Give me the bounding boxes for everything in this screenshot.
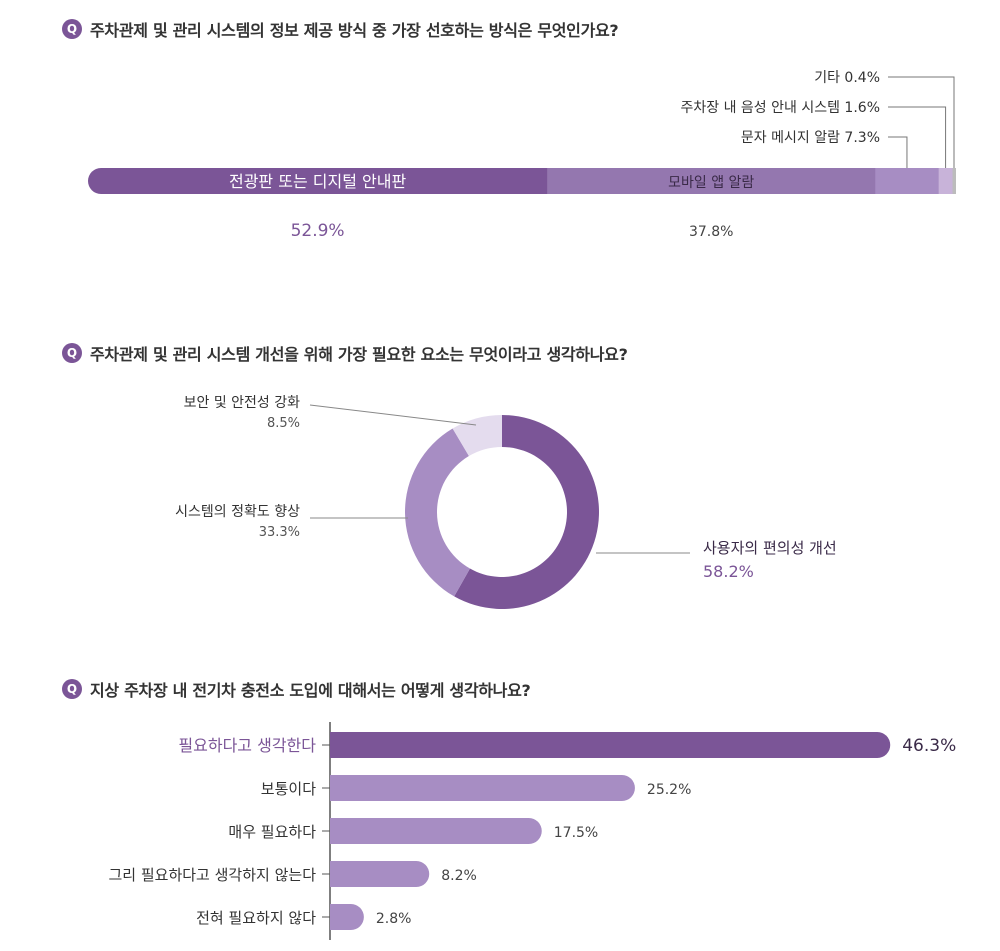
value-label-4: 2.8% bbox=[376, 911, 412, 927]
bar-segment-3 bbox=[938, 168, 954, 194]
question-3-text: 지상 주차장 내 전기차 충전소 도입에 대해서는 어떻게 생각하나요? bbox=[90, 681, 531, 700]
question-2-text: 주차관제 및 관리 시스템 개선을 위해 가장 필요한 요소는 무엇이라고 생각… bbox=[90, 345, 628, 364]
category-label-3: 그리 필요하다고 생각하지 않는다 bbox=[108, 866, 316, 884]
bar-4 bbox=[330, 904, 364, 930]
question-2: Q 주차관제 및 관리 시스템 개선을 위해 가장 필요한 요소는 무엇이라고 … bbox=[62, 340, 628, 366]
bar-2 bbox=[330, 818, 542, 844]
question-1: Q 주차관제 및 관리 시스템의 정보 제공 방식 중 가장 선호하는 방식은 … bbox=[62, 16, 619, 42]
callout-line-2 bbox=[309, 404, 477, 426]
category-label-2: 매우 필요하다 bbox=[228, 823, 316, 841]
slice-value-2: 8.5% bbox=[267, 416, 300, 431]
bar-segment-1 bbox=[547, 168, 876, 194]
slice-label-2: 보안 및 안전성 강화 bbox=[184, 395, 301, 411]
horizontal-bar-chart: 필요하다고 생각한다 46.3% 보통이다 25.2% 매우 필요하다 17.5% 그리 필… bbox=[108, 722, 956, 940]
bar-segment-0 bbox=[88, 168, 548, 194]
question-3: Q 지상 주차장 내 전기차 충전소 도입에 대해서는 어떻게 생각하나요? bbox=[62, 676, 531, 702]
callout-line-3 bbox=[888, 106, 947, 168]
donut-slice-1 bbox=[404, 428, 470, 597]
q-badge-icon: Q bbox=[62, 19, 82, 39]
value-label-1: 25.2% bbox=[647, 782, 691, 798]
slice-value-0: 58.2% bbox=[703, 562, 754, 581]
bar-segment-2 bbox=[875, 168, 940, 194]
question-1-text: 주차관제 및 관리 시스템의 정보 제공 방식 중 가장 선호하는 방식은 무엇… bbox=[90, 21, 619, 40]
donut-slice-2 bbox=[452, 415, 502, 457]
bar-1 bbox=[330, 775, 635, 801]
value-label-2: 17.5% bbox=[554, 825, 598, 841]
donut-chart: 사용자의 편의성 개선 58.2% 시스템의 정확도 향상 33.3% 보안 및 안전성… bbox=[175, 395, 837, 609]
segment-value-1: 37.8% bbox=[689, 224, 733, 240]
callout-line-4 bbox=[888, 76, 955, 168]
callout-label-4: 기타 0.4% bbox=[814, 70, 880, 86]
slice-label-1: 시스템의 정확도 향상 bbox=[175, 504, 300, 520]
stacked-bar-chart: 전광판 또는 디지털 안내판 52.9% 모바일 앱 알람 37.8% 기타 0.4% 주… bbox=[88, 70, 956, 241]
slice-label-0: 사용자의 편의성 개선 bbox=[703, 539, 837, 557]
callout-line-2 bbox=[888, 136, 908, 168]
segment-value-0: 52.9% bbox=[291, 221, 345, 241]
value-label-3: 8.2% bbox=[441, 868, 477, 884]
donut-slice-0 bbox=[454, 415, 600, 609]
category-label-4: 전혀 필요하지 않다 bbox=[196, 909, 316, 927]
segment-label-1: 모바일 앱 알람 bbox=[668, 175, 754, 191]
segment-label-0: 전광판 또는 디지털 안내판 bbox=[229, 172, 406, 191]
value-label-0: 46.3% bbox=[902, 736, 956, 756]
bar-segment-4 bbox=[952, 168, 956, 194]
q-badge-icon: Q bbox=[62, 343, 82, 363]
callout-label-3: 주차장 내 음성 안내 시스템 1.6% bbox=[681, 100, 881, 116]
callout-label-2: 문자 메시지 알람 7.3% bbox=[741, 130, 880, 146]
bar-0 bbox=[330, 732, 891, 758]
category-label-0: 필요하다고 생각한다 bbox=[178, 736, 316, 755]
bar-3 bbox=[330, 861, 430, 887]
slice-value-1: 33.3% bbox=[259, 525, 300, 540]
q-badge-icon: Q bbox=[62, 679, 82, 699]
category-label-1: 보통이다 bbox=[261, 780, 316, 798]
bar-group bbox=[88, 168, 956, 194]
